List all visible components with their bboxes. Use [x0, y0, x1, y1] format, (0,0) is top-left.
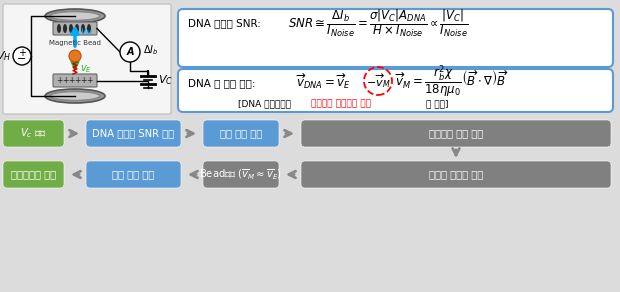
Text: +: + [86, 76, 92, 85]
FancyBboxPatch shape [3, 161, 64, 188]
Text: $v_M$: $v_M$ [80, 26, 94, 38]
Text: Magnetic Bead: Magnetic Bead [49, 40, 101, 46]
Text: 헬름홈츠 코일 작동: 헬름홈츠 코일 작동 [429, 128, 483, 138]
Ellipse shape [50, 91, 100, 100]
FancyBboxPatch shape [203, 120, 279, 147]
FancyBboxPatch shape [203, 161, 279, 188]
Text: DNA 신호의 SNR:: DNA 신호의 SNR: [188, 18, 261, 28]
Text: 통과 속도 감소: 통과 속도 감소 [112, 169, 154, 180]
FancyBboxPatch shape [3, 4, 171, 114]
FancyBboxPatch shape [86, 161, 181, 188]
FancyBboxPatch shape [301, 120, 611, 147]
Text: +: + [68, 76, 74, 85]
Circle shape [13, 47, 31, 65]
Text: 통과 속도 상승: 통과 속도 상승 [220, 128, 262, 138]
FancyBboxPatch shape [178, 69, 613, 112]
Text: −: − [17, 54, 27, 64]
Text: +: + [80, 76, 86, 85]
Text: DNA 신호의 SNR 향상: DNA 신호의 SNR 향상 [92, 128, 175, 138]
Text: $SNR \cong \dfrac{\Delta I_b}{I_{Noise}} = \dfrac{\sigma |V_C| A_{DNA}}{H \times: $SNR \cong \dfrac{\Delta I_b}{I_{Noise}}… [288, 7, 469, 39]
Ellipse shape [81, 24, 85, 33]
Ellipse shape [75, 24, 79, 33]
Text: A: A [126, 47, 134, 57]
Text: 시간해상도 증가: 시간해상도 증가 [11, 169, 56, 180]
Text: $V_H$: $V_H$ [0, 49, 11, 63]
Text: [DNA 통과속도는: [DNA 통과속도는 [238, 100, 294, 109]
Ellipse shape [63, 24, 67, 33]
Ellipse shape [57, 24, 61, 33]
FancyBboxPatch shape [53, 22, 97, 35]
Text: $\overrightarrow{v}_M = \dfrac{r_b^2 \chi}{18\eta\mu_0}\left(\overrightarrow{B}\: $\overrightarrow{v}_M = \dfrac{r_b^2 \ch… [395, 63, 508, 99]
Ellipse shape [50, 11, 100, 20]
Text: $\Delta I_b$: $\Delta I_b$ [143, 43, 159, 57]
Circle shape [120, 42, 140, 62]
Text: 센서내 자기장 형성: 센서내 자기장 형성 [429, 169, 483, 180]
Ellipse shape [87, 24, 91, 33]
Ellipse shape [45, 9, 105, 23]
FancyBboxPatch shape [178, 9, 613, 67]
Text: $V_c$ 증가: $V_c$ 증가 [20, 127, 46, 140]
Ellipse shape [69, 24, 73, 33]
Text: 전기장과 자기장의 영향: 전기장과 자기장의 영향 [311, 100, 371, 109]
Text: Bead제어 ($\overline{v}_M \approx \overline{v}_E$): Bead제어 ($\overline{v}_M \approx \overlin… [200, 168, 283, 182]
FancyBboxPatch shape [301, 161, 611, 188]
Text: +: + [18, 48, 26, 58]
Text: DNA 의 통과 속도:: DNA 의 통과 속도: [188, 78, 255, 88]
Text: $V_C$: $V_C$ [158, 73, 173, 87]
Text: +: + [56, 76, 62, 85]
Text: $v_E$: $v_E$ [80, 63, 92, 75]
FancyBboxPatch shape [53, 74, 97, 87]
Text: $\overrightarrow{v}_{DNA} = \overrightarrow{v}_E$: $\overrightarrow{v}_{DNA} = \overrightar… [296, 71, 350, 91]
Ellipse shape [45, 89, 105, 103]
Text: +: + [62, 76, 68, 85]
Circle shape [69, 50, 81, 62]
FancyBboxPatch shape [86, 120, 181, 147]
FancyBboxPatch shape [3, 120, 64, 147]
Text: +: + [74, 76, 80, 85]
Text: $-\overrightarrow{v}_M$: $-\overrightarrow{v}_M$ [366, 72, 390, 90]
Text: 을 받음]: 을 받음] [426, 100, 448, 109]
